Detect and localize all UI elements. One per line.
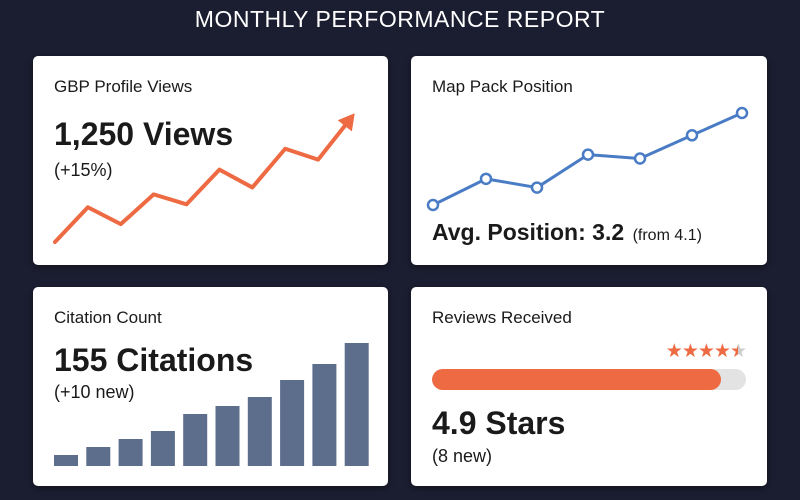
arrow-up-right-icon [337,113,355,132]
star-icon: ★ [697,340,715,362]
map-pack-card: Map Pack Position Avg. Position: 3.2 (fr… [411,56,767,265]
profile-views-change: (+15%) [54,160,113,180]
citation-bar-7 [247,397,272,466]
map-pack-summary: Avg. Position: 3.2 (from 4.1) [432,219,702,246]
citation-bar-1 [54,455,78,466]
citation-bar-4 [150,431,175,466]
star-icon: ★ [665,340,683,362]
citations-change: (+10 new) [54,382,135,402]
profile-views-label: GBP Profile Views [54,77,193,96]
profile-views-value: 1,250 Views [54,116,234,152]
citations-value: 155 Citations [54,342,254,378]
citation-bar-9 [312,364,337,466]
position-point-1 [426,198,440,212]
map-pack-chart [426,106,749,212]
citations-chart [54,343,369,466]
profile-views-card: GBP Profile Views 1,250 Views (+15%) [33,56,388,265]
citations-label: Citation Count [54,308,162,327]
previous-position-text: (from 4.1) [632,227,702,244]
star-icon: ★ [681,340,699,362]
position-point-3 [530,181,544,194]
position-point-5 [633,152,647,165]
views-trend-line [53,116,353,244]
citation-bar-8 [280,380,305,466]
position-point-7 [735,106,749,120]
position-point-4 [581,148,595,161]
citations-card: Citation Count 155 Citations (+10 new) [33,287,388,486]
citation-bar-5 [183,414,208,466]
rating-bar-fill [432,369,721,390]
position-point-6 [685,129,699,142]
star-rating: ★★★★★ [665,340,747,362]
citation-bar-2 [86,447,111,466]
citation-bar-3 [118,439,143,466]
position-point-2 [479,172,493,186]
report-title: MONTHLY PERFORMANCE REPORT [194,6,606,32]
rating-bar-track [432,369,746,390]
reviews-value: 4.9 Stars [432,405,566,441]
star-icon: ★ [713,340,731,362]
reviews-change: (8 new) [432,446,493,466]
map-pack-label: Map Pack Position [432,77,573,96]
citation-bar-10 [344,343,369,466]
half-star-icon: ★ [729,340,747,362]
reviews-label: Reviews Received [432,308,572,327]
profile-views-chart [53,113,355,244]
reviews-card: Reviews Received ★★★★★ 4.9 Stars (8 new) [411,287,767,486]
avg-position-text: Avg. Position: 3.2 [432,219,625,245]
citation-bar-6 [215,406,240,466]
